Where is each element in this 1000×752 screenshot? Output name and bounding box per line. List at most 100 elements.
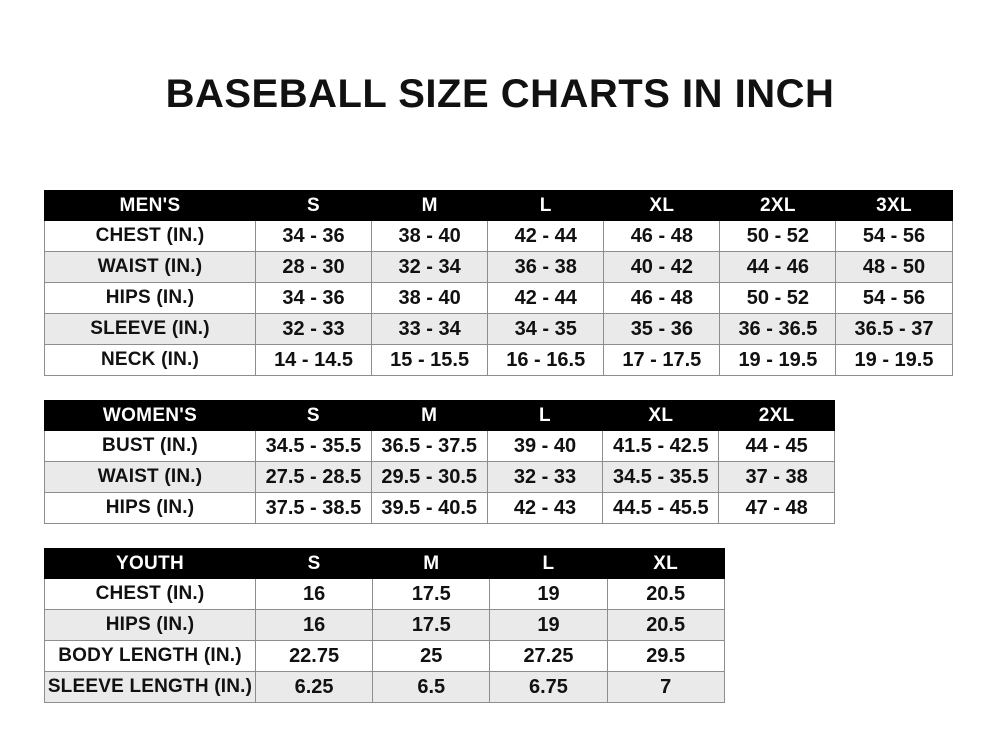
table-row: BUST (IN.) 34.5 - 35.5 36.5 - 37.5 39 - 40 4…	[44, 430, 835, 462]
measurement-value: 37 - 38	[718, 461, 835, 493]
measurement-value: 46 - 48	[603, 220, 721, 252]
page-title: BASEBALL SIZE CHARTS IN INCH	[165, 72, 835, 116]
measurement-value: 6.75	[489, 671, 608, 703]
measurement-value: 20.5	[606, 609, 725, 641]
measurement-value: 39 - 40	[486, 430, 604, 462]
measurement-value: 17.5	[372, 578, 491, 610]
table-category-header: MEN'S	[44, 190, 256, 221]
table-row: CHEST (IN.) 16 17.5 19 20.5	[44, 578, 725, 610]
measurement-value: 6.25	[254, 671, 374, 703]
table-row: CHEST (IN.) 34 - 36 38 - 40 42 - 44 46 - 48 5…	[44, 220, 953, 252]
measurement-value: 34.5 - 35.5	[602, 461, 720, 493]
size-column-header-l: L	[487, 190, 605, 221]
table-category-header: WOMEN'S	[44, 400, 256, 431]
measurement-value: 34 - 35	[487, 313, 605, 345]
table-row: WAIST (IN.) 27.5 - 28.5 29.5 - 30.5 32 - 33…	[44, 461, 835, 493]
measurement-value: 38 - 40	[371, 220, 489, 252]
measurement-value: 48 - 50	[835, 251, 953, 283]
measurement-value: 15 - 15.5	[371, 344, 489, 376]
measurement-value: 47 - 48	[718, 492, 835, 524]
measurement-value: 34 - 36	[254, 220, 373, 252]
size-column-header-m: M	[372, 548, 491, 579]
measurement-value: 39.5 - 40.5	[370, 492, 488, 524]
measurement-value: 7	[606, 671, 725, 703]
measurement-value: 50 - 52	[719, 220, 837, 252]
measurement-value: 32 - 33	[486, 461, 604, 493]
measurement-value: 40 - 42	[603, 251, 721, 283]
size-column-header-2xl: 2XL	[719, 190, 837, 221]
table-header-row: WOMEN'S S M L XL 2XL	[44, 400, 835, 431]
measurement-value: 38 - 40	[371, 282, 489, 314]
table-row: WAIST (IN.) 28 - 30 32 - 34 36 - 38 40 - 42 4…	[44, 251, 953, 283]
measurement-value: 22.75	[254, 640, 374, 672]
measurement-label: CHEST (IN.)	[44, 220, 256, 252]
measurement-value: 36 - 38	[487, 251, 605, 283]
table-row: HIPS (IN.) 34 - 36 38 - 40 42 - 44 46 - 48 50…	[44, 282, 953, 314]
measurement-value: 32 - 33	[254, 313, 373, 345]
measurement-value: 16	[254, 578, 374, 610]
measurement-value: 20.5	[606, 578, 725, 610]
table-row: SLEEVE LENGTH (IN.) 6.25 6.5 6.75 7	[44, 671, 725, 703]
measurement-label: BODY LENGTH (IN.)	[44, 640, 256, 672]
womens-size-table: WOMEN'S S M L XL 2XL BUST (IN.) 34.5 - 35.5 36.5…	[44, 400, 835, 524]
measurement-value: 19 - 19.5	[719, 344, 837, 376]
measurement-label: HIPS (IN.)	[44, 609, 256, 641]
size-column-header-xl: XL	[603, 190, 721, 221]
measurement-value: 50 - 52	[719, 282, 837, 314]
measurement-label: HIPS (IN.)	[44, 282, 256, 314]
size-column-header-l: L	[489, 548, 608, 579]
table-row: NECK (IN.) 14 - 14.5 15 - 15.5 16 - 16.5 17 …	[44, 344, 953, 376]
youth-size-table: YOUTH S M L XL CHEST (IN.) 16 17.5 19 20.5 HIPS (I…	[44, 548, 725, 703]
table-row: SLEEVE (IN.) 32 - 33 33 - 34 34 - 35 35 - 36…	[44, 313, 953, 345]
mens-size-table: MEN'S S M L XL 2XL 3XL CHEST (IN.) 34 - 36 38 - 4…	[44, 190, 953, 376]
size-column-header-m: M	[371, 190, 489, 221]
measurement-value: 29.5 - 30.5	[370, 461, 488, 493]
measurement-value: 37.5 - 38.5	[255, 492, 372, 524]
measurement-value: 44.5 - 45.5	[602, 492, 720, 524]
table-header-row: YOUTH S M L XL	[44, 548, 725, 579]
size-column-header-m: M	[370, 400, 488, 431]
measurement-value: 29.5	[606, 640, 725, 672]
measurement-value: 35 - 36	[603, 313, 721, 345]
measurement-value: 41.5 - 42.5	[602, 430, 720, 462]
measurement-value: 54 - 56	[835, 282, 953, 314]
measurement-value: 44 - 45	[718, 430, 835, 462]
measurement-label: WAIST (IN.)	[44, 251, 256, 283]
measurement-label: SLEEVE LENGTH (IN.)	[44, 671, 256, 703]
measurement-value: 36 - 36.5	[719, 313, 837, 345]
measurement-value: 16	[254, 609, 374, 641]
size-column-header-s: S	[254, 190, 373, 221]
measurement-value: 19 - 19.5	[835, 344, 953, 376]
measurement-value: 16 - 16.5	[487, 344, 605, 376]
size-column-header-3xl: 3XL	[835, 190, 953, 221]
table-row: HIPS (IN.) 37.5 - 38.5 39.5 - 40.5 42 - 43 4…	[44, 492, 835, 524]
size-column-header-l: L	[486, 400, 604, 431]
measurement-value: 46 - 48	[603, 282, 721, 314]
measurement-value: 36.5 - 37	[835, 313, 953, 345]
measurement-value: 14 - 14.5	[254, 344, 373, 376]
measurement-value: 42 - 44	[487, 220, 605, 252]
size-column-header-2xl: 2XL	[718, 400, 835, 431]
measurement-label: HIPS (IN.)	[44, 492, 256, 524]
measurement-value: 34 - 36	[254, 282, 373, 314]
size-column-header-xl: XL	[602, 400, 720, 431]
table-row: HIPS (IN.) 16 17.5 19 20.5	[44, 609, 725, 641]
measurement-value: 28 - 30	[254, 251, 373, 283]
measurement-value: 25	[372, 640, 491, 672]
size-column-header-xl: XL	[606, 548, 725, 579]
measurement-value: 42 - 44	[487, 282, 605, 314]
measurement-value: 19	[489, 609, 608, 641]
measurement-value: 27.5 - 28.5	[255, 461, 372, 493]
size-column-header-s: S	[255, 400, 372, 431]
table-header-row: MEN'S S M L XL 2XL 3XL	[44, 190, 953, 221]
measurement-value: 17 - 17.5	[603, 344, 721, 376]
measurement-value: 19	[489, 578, 608, 610]
measurement-value: 17.5	[372, 609, 491, 641]
measurement-value: 27.25	[489, 640, 608, 672]
measurement-label: NECK (IN.)	[44, 344, 256, 376]
measurement-value: 6.5	[372, 671, 491, 703]
measurement-value: 54 - 56	[835, 220, 953, 252]
measurement-label: CHEST (IN.)	[44, 578, 256, 610]
measurement-value: 34.5 - 35.5	[255, 430, 372, 462]
